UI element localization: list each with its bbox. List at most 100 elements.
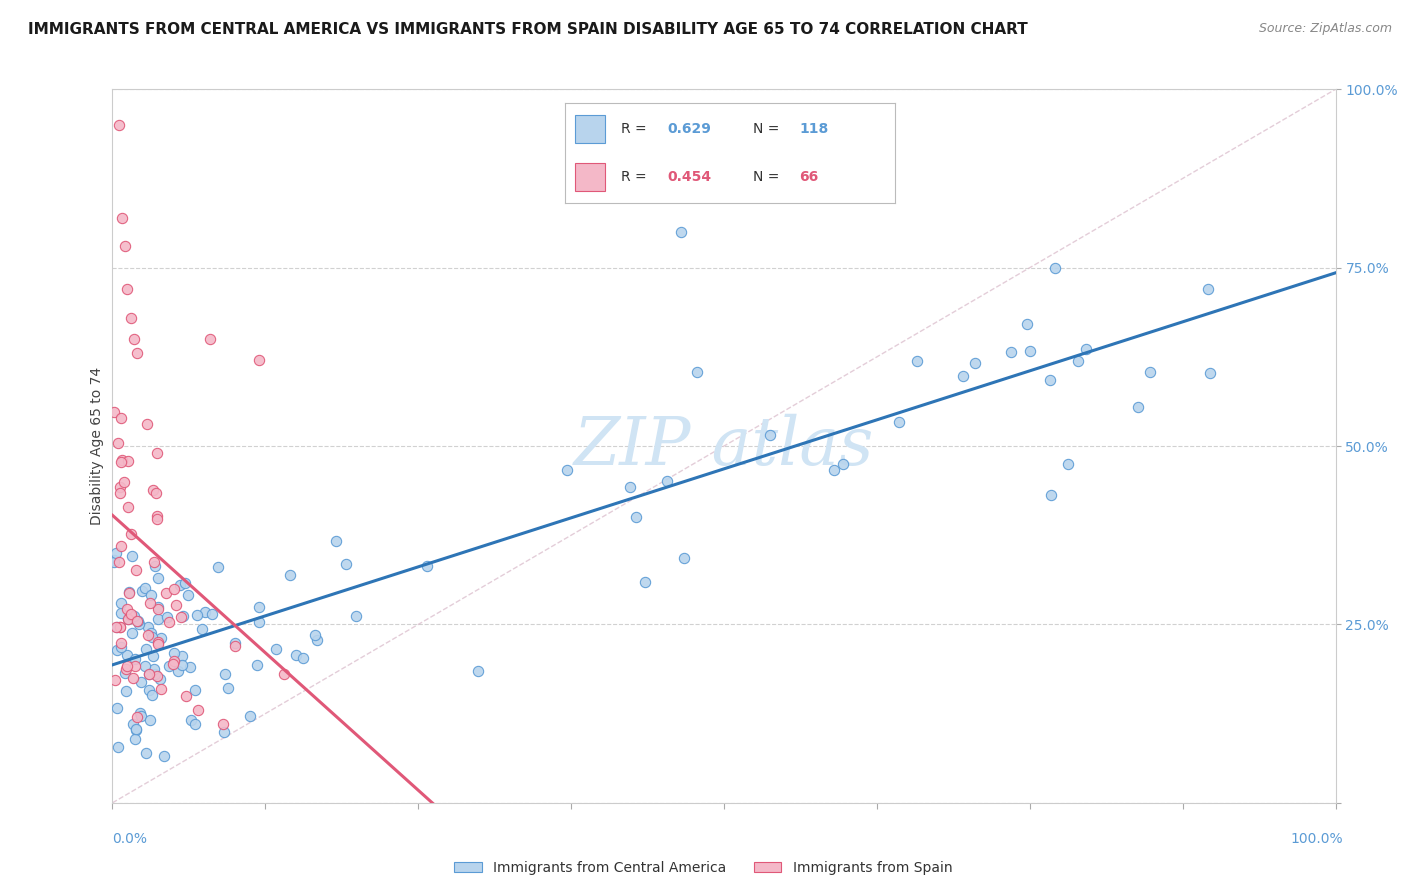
Point [1074,342,1097,356]
Point [143,559,166,574]
Point [124,731,146,746]
Point [146,571,169,585]
Point [965,356,987,370]
Point [224,635,246,649]
Point [669,225,692,239]
Point [249,599,271,614]
Point [150,632,173,646]
Point [146,637,169,651]
Point [117,454,139,468]
Point [214,666,236,681]
Point [165,598,187,612]
Point [125,346,148,360]
Point [105,619,128,633]
Point [291,650,314,665]
Point [344,609,367,624]
Point [304,628,326,642]
Point [887,415,910,429]
Point [115,684,138,698]
Point [626,510,648,524]
Point [1039,488,1062,502]
Point [110,640,132,654]
Point [284,648,307,662]
Point [247,353,270,368]
Point [112,475,135,490]
Point [110,636,132,650]
Point [153,749,176,764]
Point [143,666,166,681]
Point [103,553,125,567]
Point [134,659,156,673]
Point [139,588,162,602]
Point [167,665,190,679]
Point [212,725,235,739]
Point [139,596,162,610]
Point [831,457,853,471]
Point [905,353,928,368]
Point [125,722,148,736]
Point [104,620,127,634]
Point [207,560,229,574]
Point [124,608,146,623]
Point [104,546,127,560]
Point [239,709,262,723]
Point [738,189,761,203]
Point [136,620,159,634]
Point [138,667,160,681]
Point [124,723,146,737]
Y-axis label: Disability Age 65 to 74: Disability Age 65 to 74 [90,367,104,525]
Point [278,568,301,582]
Point [150,681,173,696]
Point [110,606,132,620]
Point [114,239,136,253]
Point [108,620,131,634]
Point [104,673,127,687]
Point [110,539,132,553]
Point [131,584,153,599]
Text: 0.0%: 0.0% [112,832,148,846]
Point [120,310,142,325]
Point [1067,354,1090,368]
Point [129,706,152,721]
Point [108,480,131,494]
Point [121,549,143,564]
Point [120,527,142,541]
Point [1199,366,1222,380]
Point [145,512,167,526]
Point [672,551,695,566]
Point [1197,282,1219,296]
Point [145,486,167,500]
Point [138,666,160,681]
Point [139,625,162,640]
Point [177,588,200,602]
Point [118,586,141,600]
Point [416,559,439,574]
Point [163,654,186,668]
Point [107,118,129,132]
Point [127,614,149,628]
Point [111,453,134,467]
Text: ZIP atlas: ZIP atlas [574,413,875,479]
Point [146,600,169,615]
Point [117,611,139,625]
Point [138,682,160,697]
Point [136,628,159,642]
Point [118,608,141,623]
Point [184,716,207,731]
Point [105,642,128,657]
Point [823,463,845,477]
Point [117,612,139,626]
Point [118,584,141,599]
Point [134,581,156,595]
Point [148,602,170,616]
Point [145,669,167,683]
Point [125,563,148,577]
Point [139,713,162,727]
Point [110,411,132,425]
Point [184,682,207,697]
Point [146,508,169,523]
Point [1043,260,1066,275]
Point [114,662,136,676]
Point [146,446,169,460]
Point [1126,400,1149,414]
